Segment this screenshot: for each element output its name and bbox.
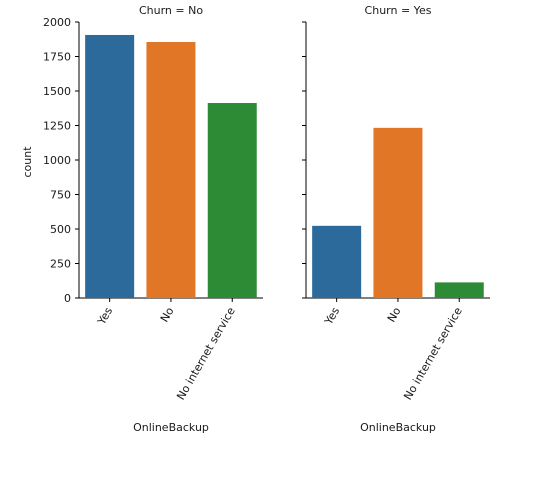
x-tick-label: No internet service xyxy=(174,305,238,402)
panel-title: Churn = Yes xyxy=(365,4,432,17)
y-tick-label: 250 xyxy=(50,258,71,271)
y-tick-label: 1500 xyxy=(43,85,71,98)
y-tick-label: 2000 xyxy=(43,16,71,29)
panel-title: Churn = No xyxy=(139,4,203,17)
y-tick-label: 1750 xyxy=(43,51,71,64)
bar xyxy=(373,127,423,298)
x-tick-label: Yes xyxy=(322,305,343,328)
bar xyxy=(146,42,196,299)
bar xyxy=(434,282,484,298)
bar xyxy=(312,225,362,298)
y-tick-label: 1250 xyxy=(43,120,71,133)
x-tick-label: Yes xyxy=(95,305,116,328)
y-tick-label: 500 xyxy=(50,223,71,236)
panel-churn-no: Churn = No OnlineBackup 0 250 500 750 1000 12… xyxy=(43,4,263,434)
x-tick-label: No xyxy=(385,305,404,325)
bar xyxy=(207,103,257,298)
bar xyxy=(85,34,135,299)
y-tick-label: 750 xyxy=(50,189,71,202)
x-axis-label: OnlineBackup xyxy=(360,421,436,434)
x-axis-label: OnlineBackup xyxy=(133,421,209,434)
x-tick-label: No internet service xyxy=(401,305,465,402)
x-tick-label: No xyxy=(158,305,177,325)
y-tick-label: 1000 xyxy=(43,154,71,167)
y-tick-label: 0 xyxy=(64,292,71,305)
y-axis-label: count xyxy=(21,146,34,178)
